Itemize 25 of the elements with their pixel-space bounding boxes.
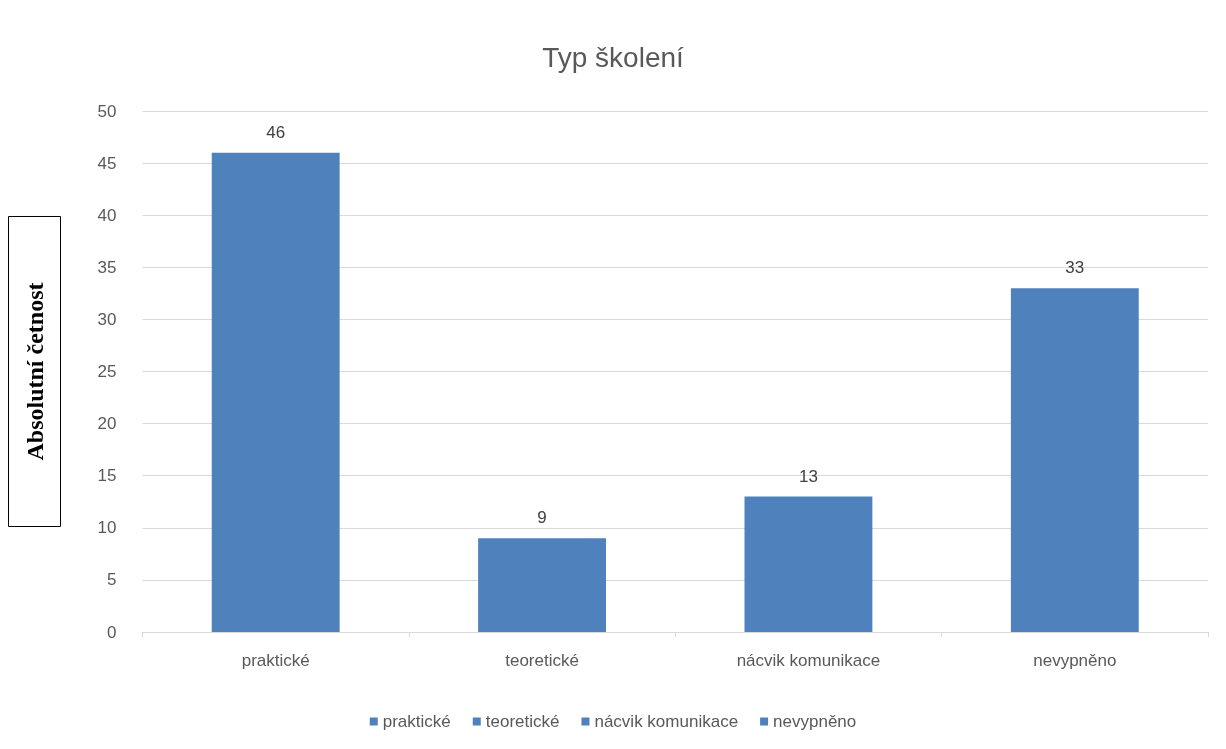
x-tick-label: nevypněno	[1033, 651, 1117, 670]
y-tick-label: 40	[97, 205, 117, 225]
y-tick-label: 15	[97, 466, 117, 486]
legend-label: nevypněno	[773, 712, 857, 731]
x-tick-label: praktické	[241, 651, 310, 670]
y-tick-label: 10	[97, 518, 117, 538]
chart-title: Typ školení	[542, 41, 685, 73]
data-label: 46	[266, 122, 286, 142]
y-tick-label: 35	[97, 257, 117, 277]
y-tick-label: 30	[97, 309, 117, 329]
legend-label: praktické	[382, 712, 451, 731]
data-label: 33	[1065, 258, 1085, 278]
y-axis-title: Absolutní četnost	[21, 282, 48, 461]
x-tick-label: nácvik komunikace	[736, 651, 881, 670]
y-tick-label: 0	[107, 622, 117, 642]
y-tick-label: 20	[97, 414, 117, 434]
legend-label: nácvik komunikace	[594, 712, 739, 731]
y-tick-label: 25	[97, 362, 117, 381]
x-tick-label: teoretické	[505, 651, 579, 670]
y-tick-label: 50	[97, 101, 117, 121]
y-tick-label: 45	[97, 153, 117, 173]
y-tick-label: 5	[107, 570, 117, 590]
legend-label: teoretické	[485, 712, 560, 731]
data-label: 9	[537, 508, 547, 528]
data-label: 13	[798, 466, 818, 486]
